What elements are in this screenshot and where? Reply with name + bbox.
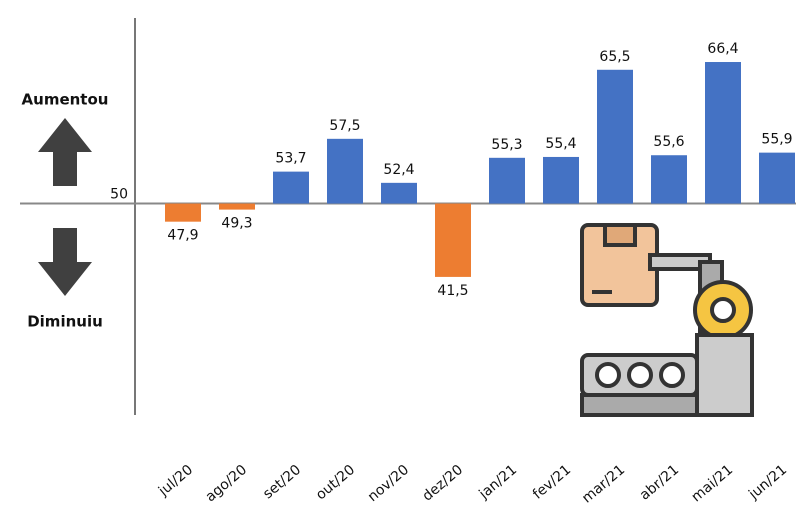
value-label: 47,9: [167, 228, 198, 244]
robot-icon: [580, 223, 754, 417]
value-label: 55,3: [491, 137, 522, 153]
bar: [381, 182, 417, 204]
value-label: 55,4: [545, 136, 576, 152]
bar: [759, 152, 795, 204]
decrease-label: Diminuiu: [27, 313, 103, 331]
value-label: 57,5: [329, 118, 360, 134]
bar: [435, 203, 471, 277]
arrow-up: [38, 118, 92, 186]
bar: [219, 203, 255, 210]
value-label: 65,5: [599, 49, 630, 65]
increase-label: Aumentou: [22, 91, 109, 109]
x-tick-label: ago/20: [203, 462, 250, 505]
x-tick-label: mai/21: [689, 462, 737, 506]
value-label: 66,4: [707, 41, 738, 57]
x-tick-label: mar/21: [579, 462, 628, 507]
bar: [597, 69, 633, 204]
value-label: 55,6: [653, 134, 684, 150]
value-label: 53,7: [275, 151, 306, 167]
x-tick-label: jun/21: [745, 462, 790, 503]
value-label: 49,3: [221, 216, 252, 232]
arrow-down: [38, 228, 92, 296]
x-tick-label: out/20: [313, 462, 358, 503]
y-tick-label: 50: [110, 187, 128, 203]
value-label: 41,5: [437, 283, 468, 299]
bar: [327, 138, 363, 204]
bar: [705, 62, 741, 204]
x-tick-label: nov/20: [365, 462, 412, 505]
value-label: 52,4: [383, 162, 414, 178]
x-tick-label: jan/21: [475, 462, 520, 503]
bar: [273, 171, 309, 204]
x-tick-label: dez/20: [420, 462, 467, 505]
x-tick-label: set/20: [260, 462, 304, 502]
bar: [489, 157, 525, 204]
x-tick-label: jul/20: [155, 462, 196, 500]
bar: [165, 203, 201, 222]
bar: [543, 156, 579, 204]
value-label: 55,9: [761, 132, 792, 148]
x-tick-label: abr/21: [637, 462, 682, 504]
bar: [651, 155, 687, 204]
x-tick-label: fev/21: [530, 462, 574, 503]
